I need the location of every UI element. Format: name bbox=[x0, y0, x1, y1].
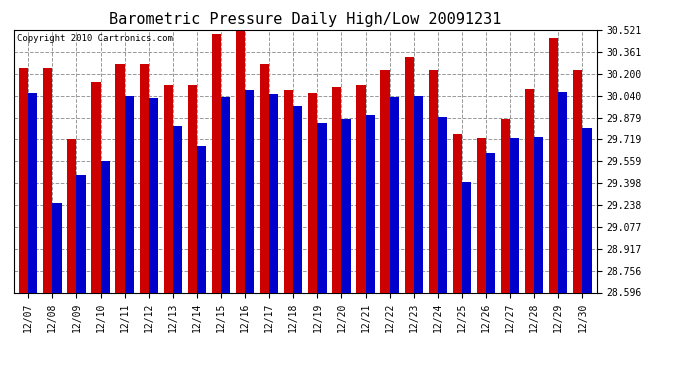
Bar bbox=[428, 70, 438, 292]
Bar bbox=[558, 92, 567, 292]
Bar bbox=[477, 138, 486, 292]
Bar bbox=[333, 87, 342, 292]
Bar bbox=[245, 90, 254, 292]
Bar bbox=[404, 57, 414, 292]
Bar bbox=[342, 119, 351, 292]
Bar bbox=[357, 85, 366, 292]
Bar bbox=[197, 146, 206, 292]
Title: Barometric Pressure Daily High/Low 20091231: Barometric Pressure Daily High/Low 20091… bbox=[109, 12, 502, 27]
Text: Copyright 2010 Cartronics.com: Copyright 2010 Cartronics.com bbox=[17, 34, 172, 43]
Bar bbox=[510, 138, 520, 292]
Bar bbox=[284, 90, 293, 292]
Bar bbox=[501, 119, 510, 292]
Bar bbox=[582, 128, 591, 292]
Bar bbox=[453, 134, 462, 292]
Bar bbox=[438, 117, 447, 292]
Bar bbox=[366, 115, 375, 292]
Bar bbox=[19, 68, 28, 292]
Bar bbox=[28, 93, 37, 292]
Bar bbox=[91, 82, 101, 292]
Bar bbox=[68, 139, 77, 292]
Bar bbox=[260, 64, 269, 292]
Bar bbox=[317, 123, 326, 292]
Bar bbox=[115, 64, 125, 292]
Bar bbox=[125, 96, 134, 292]
Bar bbox=[149, 98, 158, 292]
Bar bbox=[164, 85, 172, 292]
Bar bbox=[462, 182, 471, 292]
Bar bbox=[212, 34, 221, 292]
Bar bbox=[390, 97, 399, 292]
Bar bbox=[188, 85, 197, 292]
Bar bbox=[77, 175, 86, 292]
Bar bbox=[414, 96, 423, 292]
Bar bbox=[293, 106, 302, 292]
Bar bbox=[172, 126, 182, 292]
Bar bbox=[486, 153, 495, 292]
Bar bbox=[380, 70, 390, 292]
Bar bbox=[534, 136, 543, 292]
Bar bbox=[573, 70, 582, 292]
Bar bbox=[101, 161, 110, 292]
Bar bbox=[549, 38, 558, 292]
Bar bbox=[525, 89, 534, 292]
Bar bbox=[269, 94, 278, 292]
Bar bbox=[236, 32, 245, 292]
Bar bbox=[52, 203, 61, 292]
Bar bbox=[308, 93, 317, 292]
Bar bbox=[221, 97, 230, 292]
Bar bbox=[139, 64, 149, 292]
Bar bbox=[43, 68, 52, 292]
